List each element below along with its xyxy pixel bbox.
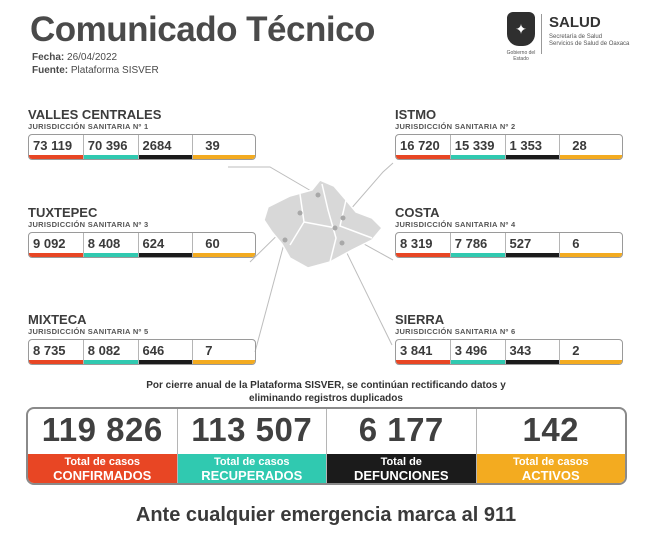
total-label-line1: Total de — [380, 456, 422, 468]
total-label-line2: DEFUNCIONES — [353, 468, 449, 483]
emergency-footer: Ante cualquier emergencia marca al 911 — [135, 504, 517, 526]
source-line: Fuente: Plataforma SISVER — [32, 65, 159, 76]
region-stats: 8 319 7 786 527 6 — [395, 232, 623, 258]
total-label-line2: RECUPERADOS — [201, 468, 303, 483]
date-label: Fecha: — [32, 52, 65, 63]
total-label-line2: CONFIRMADOS — [53, 468, 152, 483]
deaths-value: 2684 — [138, 135, 194, 159]
total-label-line1: Total de casos — [512, 456, 589, 468]
active-value: 60 — [193, 233, 255, 257]
total-value: 6 177 — [358, 411, 444, 448]
active-value: 7 — [193, 340, 255, 364]
logo-divider — [541, 14, 542, 54]
total-value: 142 — [522, 411, 580, 448]
total-value: 113 507 — [191, 411, 313, 448]
page-title: Comunicado Técnico — [30, 10, 375, 49]
confirmed-value: 8 735 — [29, 340, 84, 364]
notice-line1: Por cierre anual de la Plataforma SISVER… — [146, 380, 506, 391]
region-name: ISTMO — [395, 107, 437, 122]
date-line: Fecha: 26/04/2022 — [32, 52, 117, 63]
oaxaca-state-shape — [263, 179, 384, 269]
active-value: 28 — [560, 135, 622, 159]
source-value: Plataforma SISVER — [70, 65, 159, 76]
total-label: Total de DEFUNCIONES — [327, 454, 476, 483]
total-label-line1: Total de casos — [213, 456, 290, 468]
region-stats: 8 735 8 082 646 7 — [28, 339, 256, 365]
confirmed-value: 9 092 — [29, 233, 84, 257]
date-value: 26/04/2022 — [67, 52, 118, 63]
region-valles-centrales: VALLES CENTRALES JURISDICCIÓN SANITARIA … — [28, 108, 256, 160]
region-mixteca: MIXTECA JURISDICCIÓN SANITARIA Nº 5 8 73… — [28, 313, 256, 365]
region-name: TUXTEPEC — [28, 205, 98, 220]
map-division-lines — [289, 183, 373, 263]
deaths-value: 624 — [138, 233, 194, 257]
total-value: 119 826 — [41, 411, 163, 448]
deaths-value: 1 353 — [505, 135, 561, 159]
confirmed-value: 73 119 — [29, 135, 84, 159]
region-jurisdiction: JURISDICCIÓN SANITARIA Nº 1 — [28, 122, 149, 131]
active-value: 6 — [560, 233, 622, 257]
active-value: 39 — [193, 135, 255, 159]
region-jurisdiction: JURISDICCIÓN SANITARIA Nº 6 — [395, 327, 516, 336]
total-active: 142 Total de casos ACTIVOS — [476, 409, 625, 483]
total-recovered: 113 507 Total de casos RECUPERADOS — [177, 409, 327, 483]
region-jurisdiction: JURISDICCIÓN SANITARIA Nº 3 — [28, 220, 149, 229]
recovered-value: 70 396 — [83, 135, 139, 159]
state-seal-icon: ✦ — [507, 12, 535, 46]
total-label: Total de casos CONFIRMADOS — [28, 454, 177, 483]
region-istmo: ISTMO JURISDICCIÓN SANITARIA Nº 2 16 720… — [395, 108, 623, 160]
region-name: SIERRA — [395, 312, 445, 327]
total-label: Total de casos RECUPERADOS — [177, 454, 326, 483]
deaths-value: 343 — [505, 340, 561, 364]
total-label-line1: Total de casos — [64, 456, 141, 468]
seal-caption: Gobierno del Estado — [506, 50, 536, 62]
total-confirmed: 119 826 Total de casos CONFIRMADOS — [28, 409, 178, 483]
region-jurisdiction: JURISDICCIÓN SANITARIA Nº 4 — [395, 220, 516, 229]
region-jurisdiction: JURISDICCIÓN SANITARIA Nº 2 — [395, 122, 516, 131]
region-tuxtepec: TUXTEPEC JURISDICCIÓN SANITARIA Nº 3 9 0… — [28, 206, 256, 258]
notice-line2: eliminando registros duplicados — [249, 393, 403, 404]
recovered-value: 8 408 — [83, 233, 139, 257]
total-label-line2: ACTIVOS — [521, 468, 580, 483]
recovered-value: 3 496 — [450, 340, 506, 364]
region-stats: 9 092 8 408 624 60 — [28, 232, 256, 258]
region-jurisdiction: JURISDICCIÓN SANITARIA Nº 5 — [28, 327, 149, 336]
logo-name: SALUD — [549, 14, 601, 31]
recovered-value: 15 339 — [450, 135, 506, 159]
region-stats: 3 841 3 496 343 2 — [395, 339, 623, 365]
region-name: VALLES CENTRALES — [28, 107, 162, 122]
total-deaths: 6 177 Total de DEFUNCIONES — [327, 409, 477, 483]
region-sierra: SIERRA JURISDICCIÓN SANITARIA Nº 6 3 841… — [395, 313, 623, 365]
confirmed-value: 16 720 — [396, 135, 451, 159]
recovered-value: 7 786 — [450, 233, 506, 257]
totals-panel: 119 826 Total de casos CONFIRMADOS 113 5… — [26, 407, 627, 485]
active-value: 2 — [560, 340, 622, 364]
region-name: COSTA — [395, 205, 440, 220]
logo-sub-line1: Secretaría de Salud — [549, 34, 603, 40]
map-points — [282, 192, 346, 246]
confirmed-value: 8 319 — [396, 233, 451, 257]
region-name: MIXTECA — [28, 312, 87, 327]
deaths-value: 646 — [138, 340, 194, 364]
region-stats: 73 119 70 396 2684 39 — [28, 134, 256, 160]
salud-logo: ✦ Gobierno del Estado SALUD Secretaría d… — [501, 12, 631, 62]
logo-subtitle: Secretaría de Salud Servicios de Salud d… — [549, 34, 629, 48]
source-label: Fuente: — [32, 65, 69, 76]
data-notice: Por cierre anual de la Plataforma SISVER… — [100, 379, 552, 405]
region-stats: 16 720 15 339 1 353 28 — [395, 134, 623, 160]
region-costa: COSTA JURISDICCIÓN SANITARIA Nº 4 8 319 … — [395, 206, 623, 258]
total-label: Total de casos ACTIVOS — [476, 454, 625, 483]
logo-sub-line2: Servicios de Salud de Oaxaca — [549, 41, 630, 47]
recovered-value: 8 082 — [83, 340, 139, 364]
deaths-value: 527 — [505, 233, 561, 257]
confirmed-value: 3 841 — [396, 340, 451, 364]
